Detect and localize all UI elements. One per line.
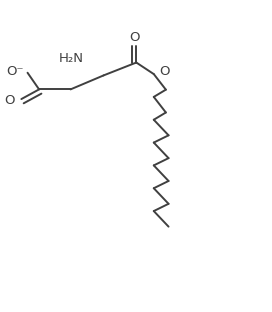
Text: O: O (159, 66, 170, 78)
Text: H₂N: H₂N (59, 52, 84, 65)
Text: O: O (130, 31, 140, 44)
Text: O⁻: O⁻ (6, 65, 23, 78)
Text: O: O (4, 94, 15, 107)
